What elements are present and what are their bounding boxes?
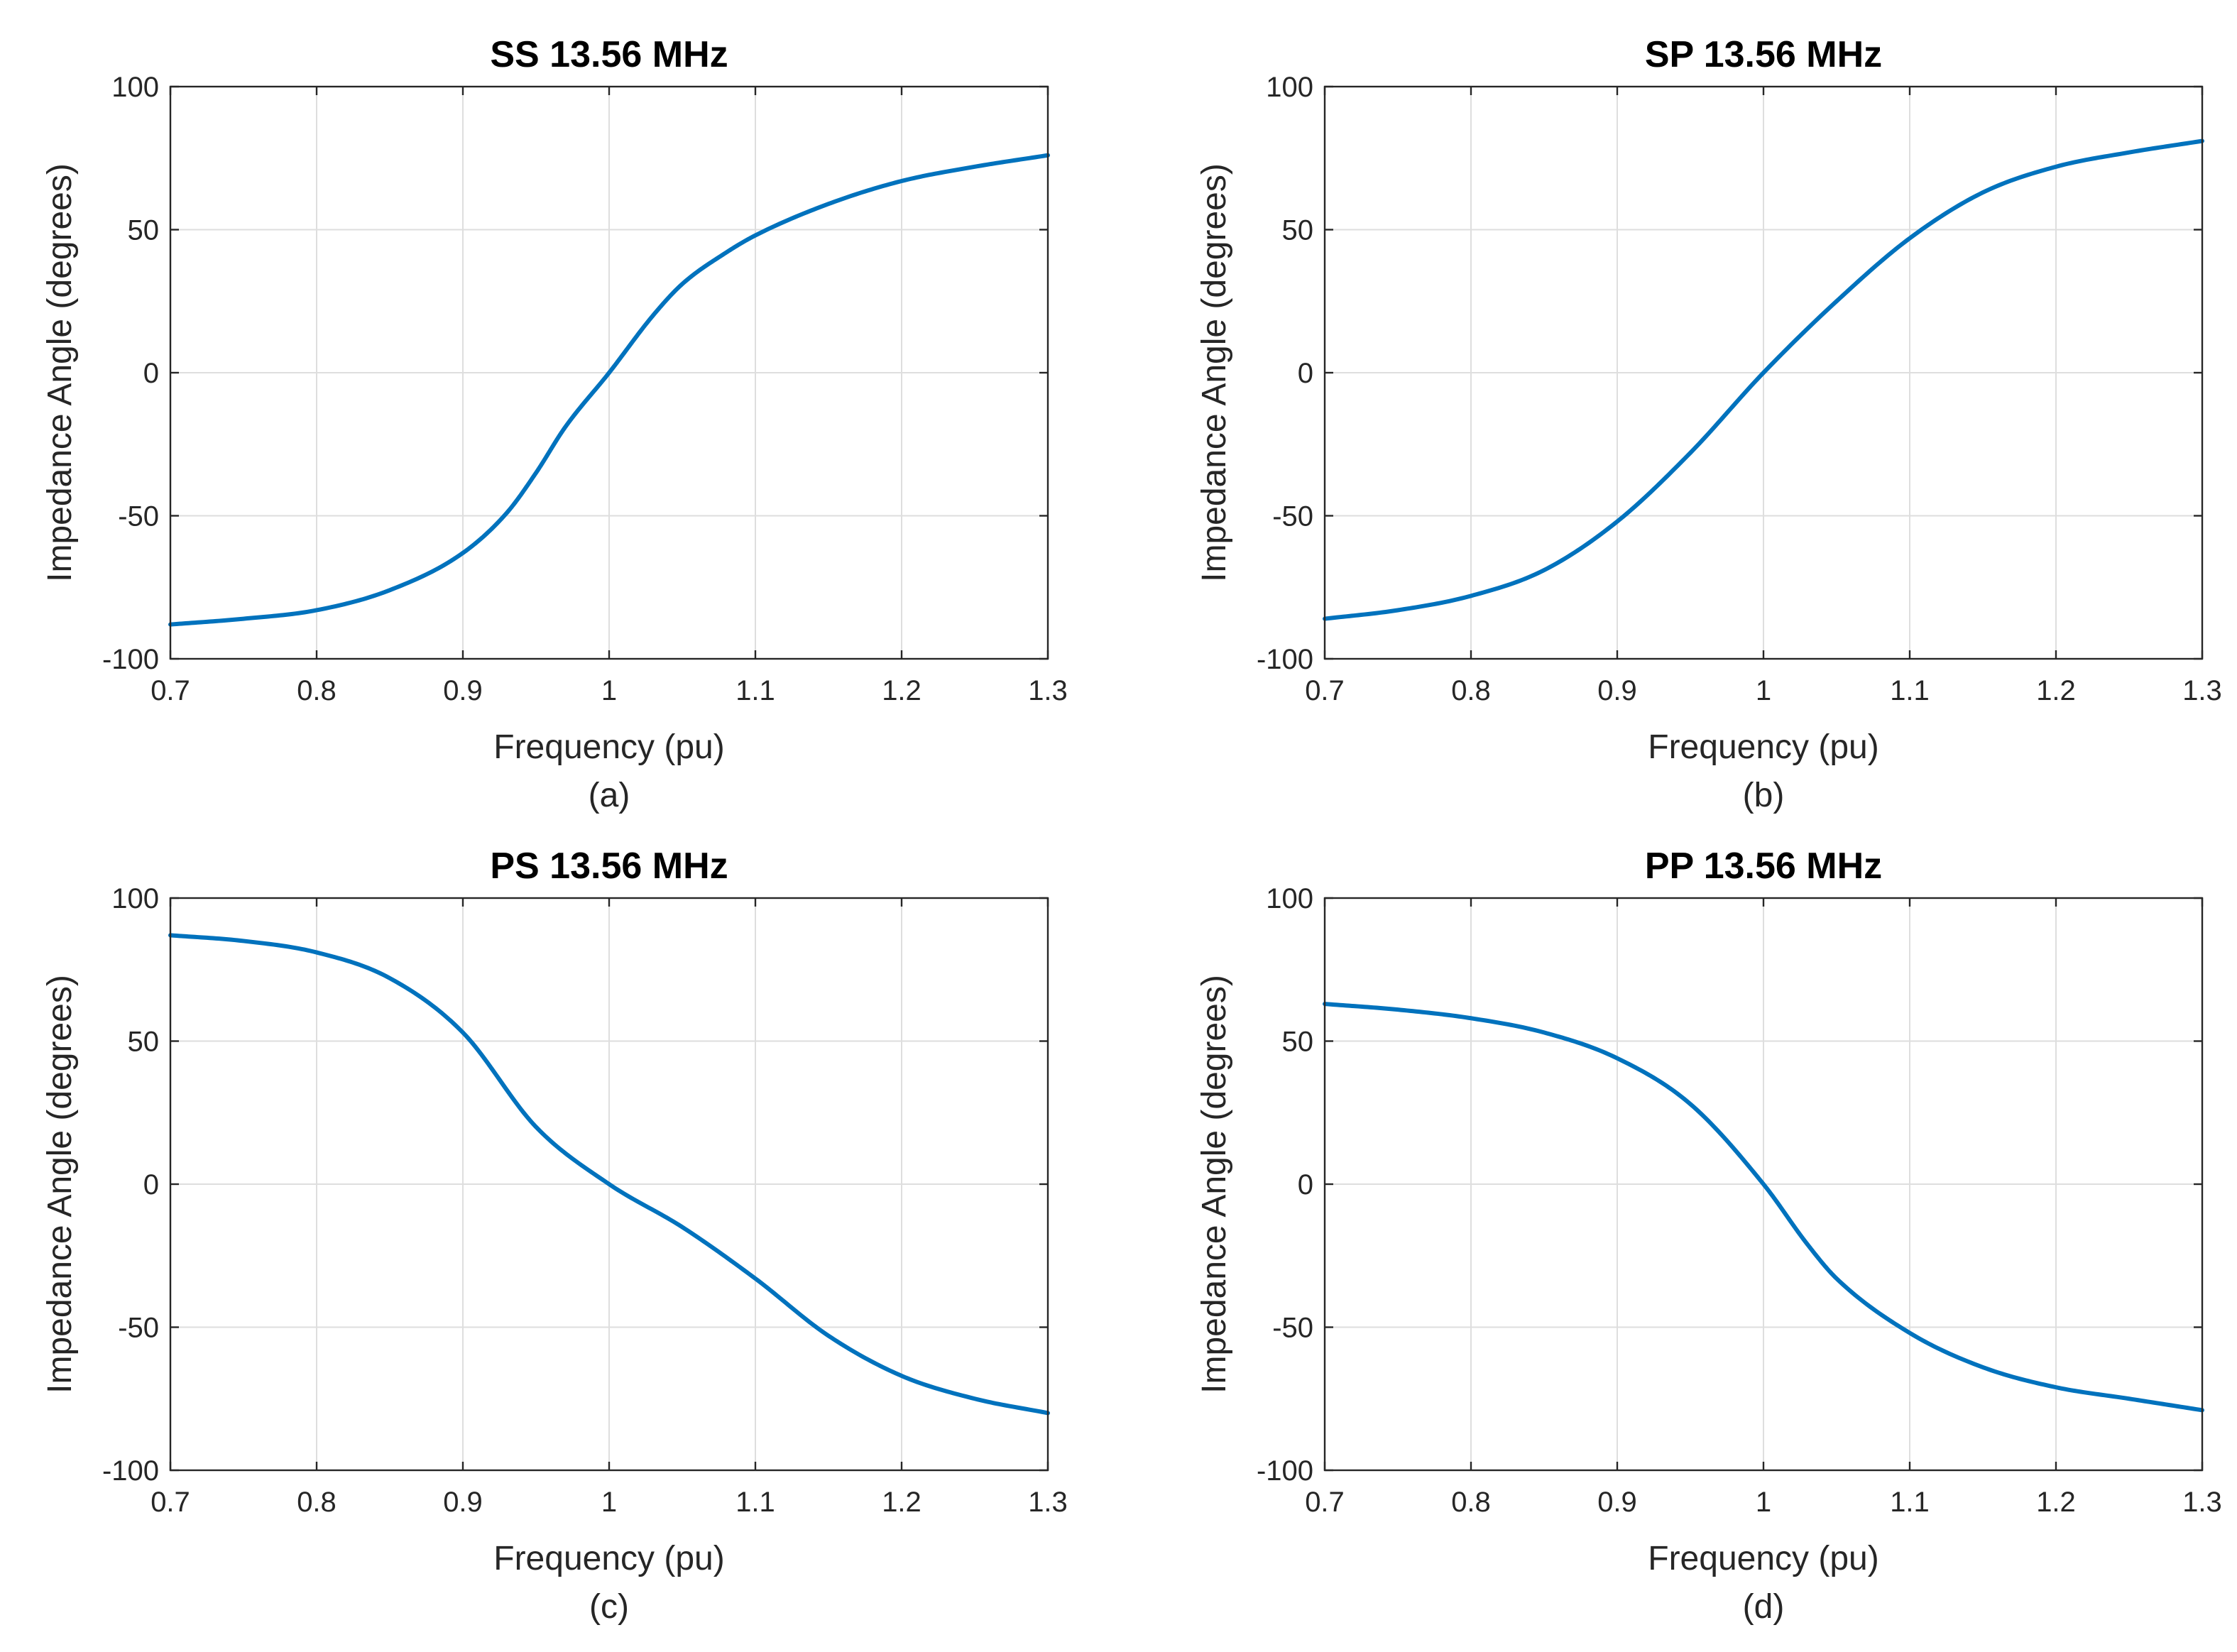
y-tick-label: -50 [1272, 1313, 1313, 1344]
y-tick-label: -50 [118, 1313, 159, 1344]
panel-caption: (d) [1743, 1588, 1785, 1626]
x-tick-label: 0.8 [1451, 1487, 1491, 1518]
y-tick-label: -100 [102, 644, 159, 675]
chart-title: PP 13.56 MHz [1645, 846, 1882, 887]
chart-title: SP 13.56 MHz [1645, 34, 1882, 75]
x-tick-label: 1.1 [1890, 675, 1930, 706]
x-axis-label: Frequency (pu) [1648, 728, 1878, 766]
x-tick-label: 1 [1756, 1487, 1771, 1518]
x-tick-label: 1.2 [882, 675, 921, 706]
x-tick-label: 1.3 [1028, 675, 1068, 706]
x-axis-label: Frequency (pu) [493, 1540, 724, 1577]
x-tick-label: 1 [1756, 675, 1771, 706]
x-tick-label: 1.1 [735, 1487, 775, 1518]
x-tick-label: 1.1 [735, 675, 775, 706]
x-tick-label: 1.2 [2036, 675, 2076, 706]
y-tick-label: -100 [1257, 644, 1313, 675]
x-tick-label: 0.7 [1305, 1487, 1345, 1518]
series-line-ps [168, 933, 1050, 1416]
y-axis-label: Impedance Angle (degrees) [41, 163, 79, 582]
y-axis-label: Impedance Angle (degrees) [1196, 975, 1233, 1394]
panel-caption: (a) [589, 777, 630, 814]
x-tick-label: 1.1 [1890, 1487, 1930, 1518]
panel-caption: (b) [1743, 777, 1785, 814]
y-tick-label: 0 [1298, 1169, 1313, 1200]
y-tick-label: 100 [111, 883, 159, 914]
y-tick-label: -100 [1257, 1455, 1313, 1487]
chart-title: PS 13.56 MHz [490, 846, 728, 887]
x-tick-label: 1 [601, 1487, 617, 1518]
x-axis-label: Frequency (pu) [493, 728, 724, 766]
y-tick-label: -50 [118, 501, 159, 532]
x-tick-label: 0.8 [1451, 675, 1491, 706]
series-line-ss [168, 153, 1050, 627]
chart-title: SS 13.56 MHz [490, 34, 728, 75]
y-tick-label: 50 [128, 215, 160, 246]
panel-caption: (c) [589, 1588, 629, 1626]
chart-panel-d: 0.7 0.8 0.9 1 1.1 1.2 1.3 -100 -50 0 50 100 PP 13.56… [1196, 846, 2222, 1626]
y-tick-label: 50 [128, 1027, 160, 1058]
x-tick-label: 1.3 [1028, 1487, 1068, 1518]
y-tick-label: 50 [1282, 215, 1314, 246]
x-tick-label: 1.2 [2036, 1487, 2076, 1518]
chart-panel-b: 0.7 0.8 0.9 1 1.1 1.2 1.3 -100 -50 0 50 100 SP 13.56… [1196, 34, 2222, 814]
x-tick-label: 0.7 [1305, 675, 1345, 706]
chart-panel-a: 0.7 0.8 0.9 1 1.1 1.2 1.3 -100 -50 0 50 100 SS 13.56… [41, 34, 1068, 814]
x-tick-label: 0.8 [297, 675, 337, 706]
x-tick-label: 0.9 [1597, 1487, 1637, 1518]
x-tick-label: 1.3 [2182, 1487, 2222, 1518]
chart-panel-c: 0.7 0.8 0.9 1 1.1 1.2 1.3 -100 -50 0 50 100 PS 13.56… [41, 846, 1068, 1626]
y-tick-label: 100 [111, 72, 159, 103]
x-axis-label: Frequency (pu) [1648, 1540, 1878, 1577]
x-tick-label: 0.7 [151, 1487, 190, 1518]
x-tick-label: 0.9 [1597, 675, 1637, 706]
y-tick-label: 50 [1282, 1027, 1314, 1058]
x-tick-label: 0.8 [297, 1487, 337, 1518]
y-tick-label: -100 [102, 1455, 159, 1487]
y-tick-label: 0 [143, 358, 159, 389]
y-tick-label: 0 [143, 1169, 159, 1200]
y-axis-label: Impedance Angle (degrees) [1196, 163, 1233, 582]
y-tick-label: 100 [1266, 883, 1313, 914]
y-tick-label: 100 [1266, 72, 1313, 103]
series-line-sp [1323, 138, 2204, 621]
x-tick-label: 0.7 [151, 675, 190, 706]
x-tick-label: 1.3 [2182, 675, 2222, 706]
x-tick-label: 1.2 [882, 1487, 921, 1518]
x-tick-label: 0.9 [443, 675, 483, 706]
x-tick-label: 1 [601, 675, 617, 706]
y-tick-label: 0 [1298, 358, 1313, 389]
y-tick-label: -50 [1272, 501, 1313, 532]
series-line-pp [1323, 1002, 2204, 1413]
x-tick-label: 0.9 [443, 1487, 483, 1518]
y-axis-label: Impedance Angle (degrees) [41, 975, 79, 1394]
